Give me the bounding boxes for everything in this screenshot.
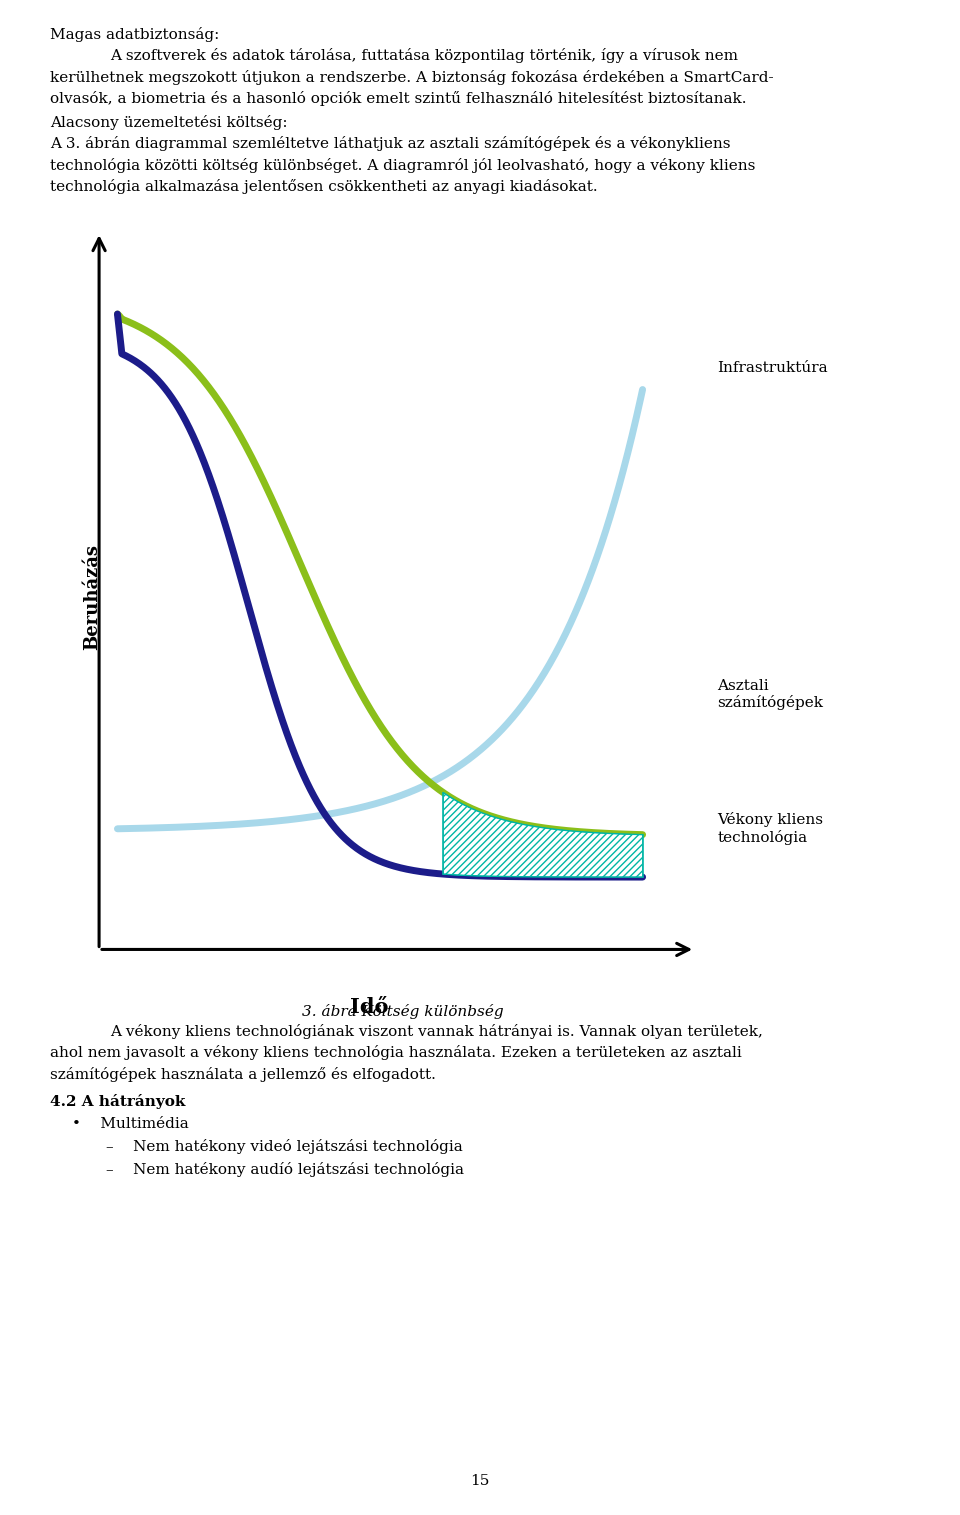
Text: olvasók, a biometria és a hasonló opciók emelt szintű felhasználó hitelesítést b: olvasók, a biometria és a hasonló opciók… (50, 91, 747, 106)
Text: ahol nem javasolt a vékony kliens technológia használata. Ezeken a területeken a: ahol nem javasolt a vékony kliens techno… (50, 1045, 742, 1060)
Text: 3. ábra Költség különbség: 3. ábra Költség különbség (302, 1004, 504, 1020)
Text: Magas adatbiztonság:: Magas adatbiztonság: (50, 27, 219, 42)
Text: technológia közötti költség különbséget. A diagramról jól leolvasható, hogy a vé: technológia közötti költség különbséget.… (50, 158, 756, 173)
Text: Alacsony üzemeltetési költség:: Alacsony üzemeltetési költség: (50, 115, 288, 130)
Text: A vékony kliens technológiának viszont vannak hátrányai is. Vannak olyan terület: A vékony kliens technológiának viszont v… (110, 1024, 763, 1039)
Text: Infrastruktúra: Infrastruktúra (717, 361, 828, 376)
Text: számítógépek használata a jellemző és elfogadott.: számítógépek használata a jellemző és el… (50, 1067, 436, 1082)
Text: •    Multimédia: • Multimédia (72, 1117, 189, 1130)
Text: Beruházás: Beruházás (84, 544, 101, 650)
Text: Idő: Idő (350, 997, 389, 1017)
Text: A szoftverek és adatok tárolása, futtatása központilag történik, így a vírusok n: A szoftverek és adatok tárolása, futtatá… (110, 48, 738, 64)
Text: 15: 15 (470, 1474, 490, 1488)
Text: Vékony kliens
technológia: Vékony kliens technológia (717, 812, 823, 844)
Text: –    Nem hatékony videó lejátszási technológia: – Nem hatékony videó lejátszási technoló… (106, 1139, 463, 1154)
Text: Asztali
számítógépek: Asztali számítógépek (717, 679, 823, 711)
Text: –    Nem hatékony audíó lejátszási technológia: – Nem hatékony audíó lejátszási technoló… (106, 1162, 464, 1177)
Text: 4.2 A hátrányok: 4.2 A hátrányok (50, 1094, 185, 1109)
Text: technológia alkalmazása jelentősen csökkentheti az anyagi kiadásokat.: technológia alkalmazása jelentősen csökk… (50, 179, 597, 194)
Text: A 3. ábrán diagrammal szemléltetve láthatjuk az asztali számítógépek és a vékony: A 3. ábrán diagrammal szemléltetve látha… (50, 136, 731, 152)
Text: kerülhetnek megszokott útjukon a rendszerbe. A biztonság fokozása érdekében a Sm: kerülhetnek megszokott útjukon a rendsze… (50, 70, 774, 85)
